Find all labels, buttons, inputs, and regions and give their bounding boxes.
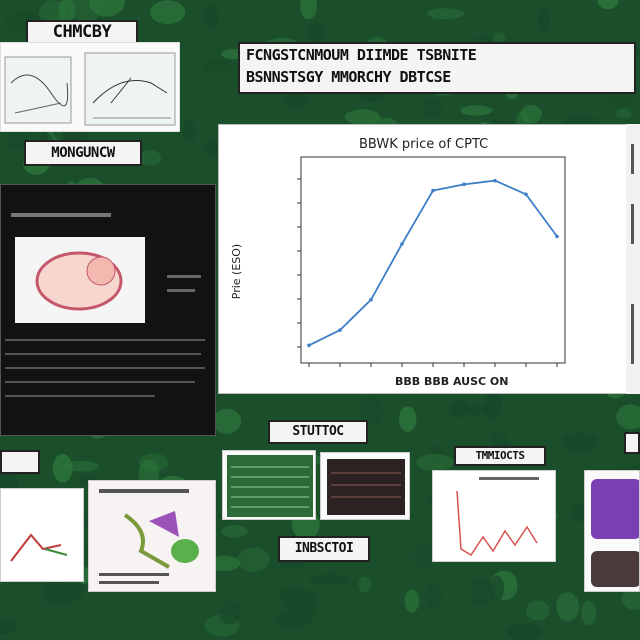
title-banner: FCNGSTCNMOUM DIIMDE TSBNITE BSNNSTSGY MM… — [238, 42, 636, 94]
heatmap-card — [320, 452, 410, 520]
left-mid-label: MONGUNCW — [24, 140, 142, 166]
dark-document-panel — [0, 184, 216, 436]
chart-title: BBWK price of CPTC — [359, 137, 489, 152]
mini-chart-label: TMMIOCTS — [454, 446, 546, 466]
data-point — [462, 182, 466, 187]
data-point — [400, 242, 404, 246]
top-left-label: CHMCBY — [26, 20, 138, 44]
banner-line-2: BSNNSTSGY MMORCHY DBTCSE — [246, 68, 451, 86]
x-axis-label: BBB BBB AUSC ON — [395, 375, 509, 388]
data-point — [369, 297, 373, 302]
mini-chart-card — [432, 470, 556, 562]
data-point — [307, 343, 311, 348]
data-point — [555, 234, 559, 239]
line-chart — [297, 156, 566, 367]
far-right-label — [624, 432, 640, 454]
chart-panel: BBWK price of CPTC BBB BBB AUSC ON Prie … — [218, 124, 640, 394]
plant-diagram-card — [88, 480, 216, 592]
sketch-card — [0, 42, 180, 132]
bottom-center-label-a: STUTTOC — [268, 420, 368, 444]
bottom-left-card — [0, 488, 84, 582]
data-point — [431, 188, 435, 193]
spreadsheet-card — [222, 450, 316, 520]
dark-panel-content — [5, 213, 205, 397]
data-point — [493, 178, 497, 183]
banner-line-1: FCNGSTCNMOUM DIIMDE TSBNITE — [246, 46, 477, 64]
sketch-thumbnails — [4, 52, 176, 126]
purple-image-card — [584, 470, 640, 592]
bottom-center-label-b: INBSCTOI — [278, 536, 370, 562]
series-line — [308, 179, 558, 347]
right-side-text-strip — [626, 124, 640, 394]
data-point — [338, 328, 342, 332]
data-point — [524, 192, 528, 197]
bottom-left-small-label — [0, 450, 40, 474]
